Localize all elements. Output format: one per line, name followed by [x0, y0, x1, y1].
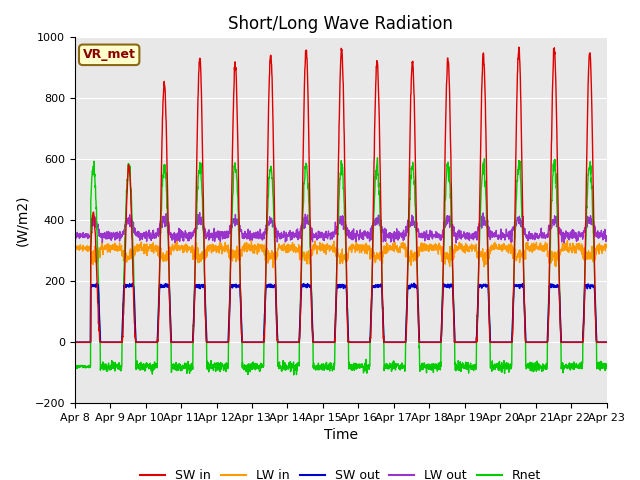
LW in: [71, 245, 79, 251]
SW out: [367, 305, 375, 311]
SW in: [556, 303, 564, 309]
SW in: [356, 339, 364, 345]
SW out: [571, 339, 579, 345]
LW in: [356, 245, 364, 251]
SW out: [356, 339, 364, 345]
SW in: [495, 339, 503, 345]
SW out: [71, 339, 79, 345]
SW in: [220, 339, 227, 345]
Rnet: [71, 364, 79, 370]
Rnet: [603, 362, 611, 368]
LW in: [173, 236, 181, 241]
LW out: [561, 240, 568, 246]
Title: Short/Long Wave Radiation: Short/Long Wave Radiation: [228, 15, 453, 33]
Rnet: [571, 363, 579, 369]
LW in: [571, 249, 579, 255]
SW out: [603, 339, 611, 345]
LW in: [269, 264, 276, 270]
Rnet: [556, 300, 564, 306]
Rnet: [356, 362, 364, 368]
LW in: [368, 254, 376, 260]
Rnet: [495, 359, 503, 364]
LW out: [556, 229, 564, 235]
LW out: [603, 234, 611, 240]
LW out: [356, 233, 364, 239]
Rnet: [368, 291, 376, 297]
LW in: [220, 244, 227, 250]
Y-axis label: (W/m2): (W/m2): [15, 194, 29, 246]
Text: VR_met: VR_met: [83, 48, 136, 61]
SW in: [71, 339, 79, 345]
SW out: [220, 339, 227, 345]
Legend: SW in, LW in, SW out, LW out, Rnet: SW in, LW in, SW out, LW out, Rnet: [135, 464, 546, 480]
Line: Rnet: Rnet: [75, 158, 607, 375]
LW out: [495, 232, 503, 238]
LW in: [495, 244, 503, 250]
SW out: [495, 339, 503, 345]
Rnet: [290, 372, 298, 378]
LW out: [220, 231, 227, 237]
LW out: [368, 231, 376, 237]
LW out: [196, 210, 204, 216]
SW in: [367, 314, 375, 320]
LW in: [603, 242, 611, 248]
LW out: [571, 230, 579, 236]
SW in: [571, 339, 579, 345]
SW in: [603, 339, 611, 345]
LW out: [71, 232, 79, 238]
LW in: [556, 252, 564, 258]
Line: LW out: LW out: [75, 213, 607, 243]
SW out: [556, 302, 564, 308]
Line: SW in: SW in: [75, 47, 607, 342]
Line: LW in: LW in: [75, 239, 607, 267]
Rnet: [374, 155, 381, 161]
Rnet: [220, 362, 227, 368]
SW in: [515, 44, 523, 50]
SW out: [410, 280, 418, 286]
X-axis label: Time: Time: [324, 429, 358, 443]
Line: SW out: SW out: [75, 283, 607, 342]
